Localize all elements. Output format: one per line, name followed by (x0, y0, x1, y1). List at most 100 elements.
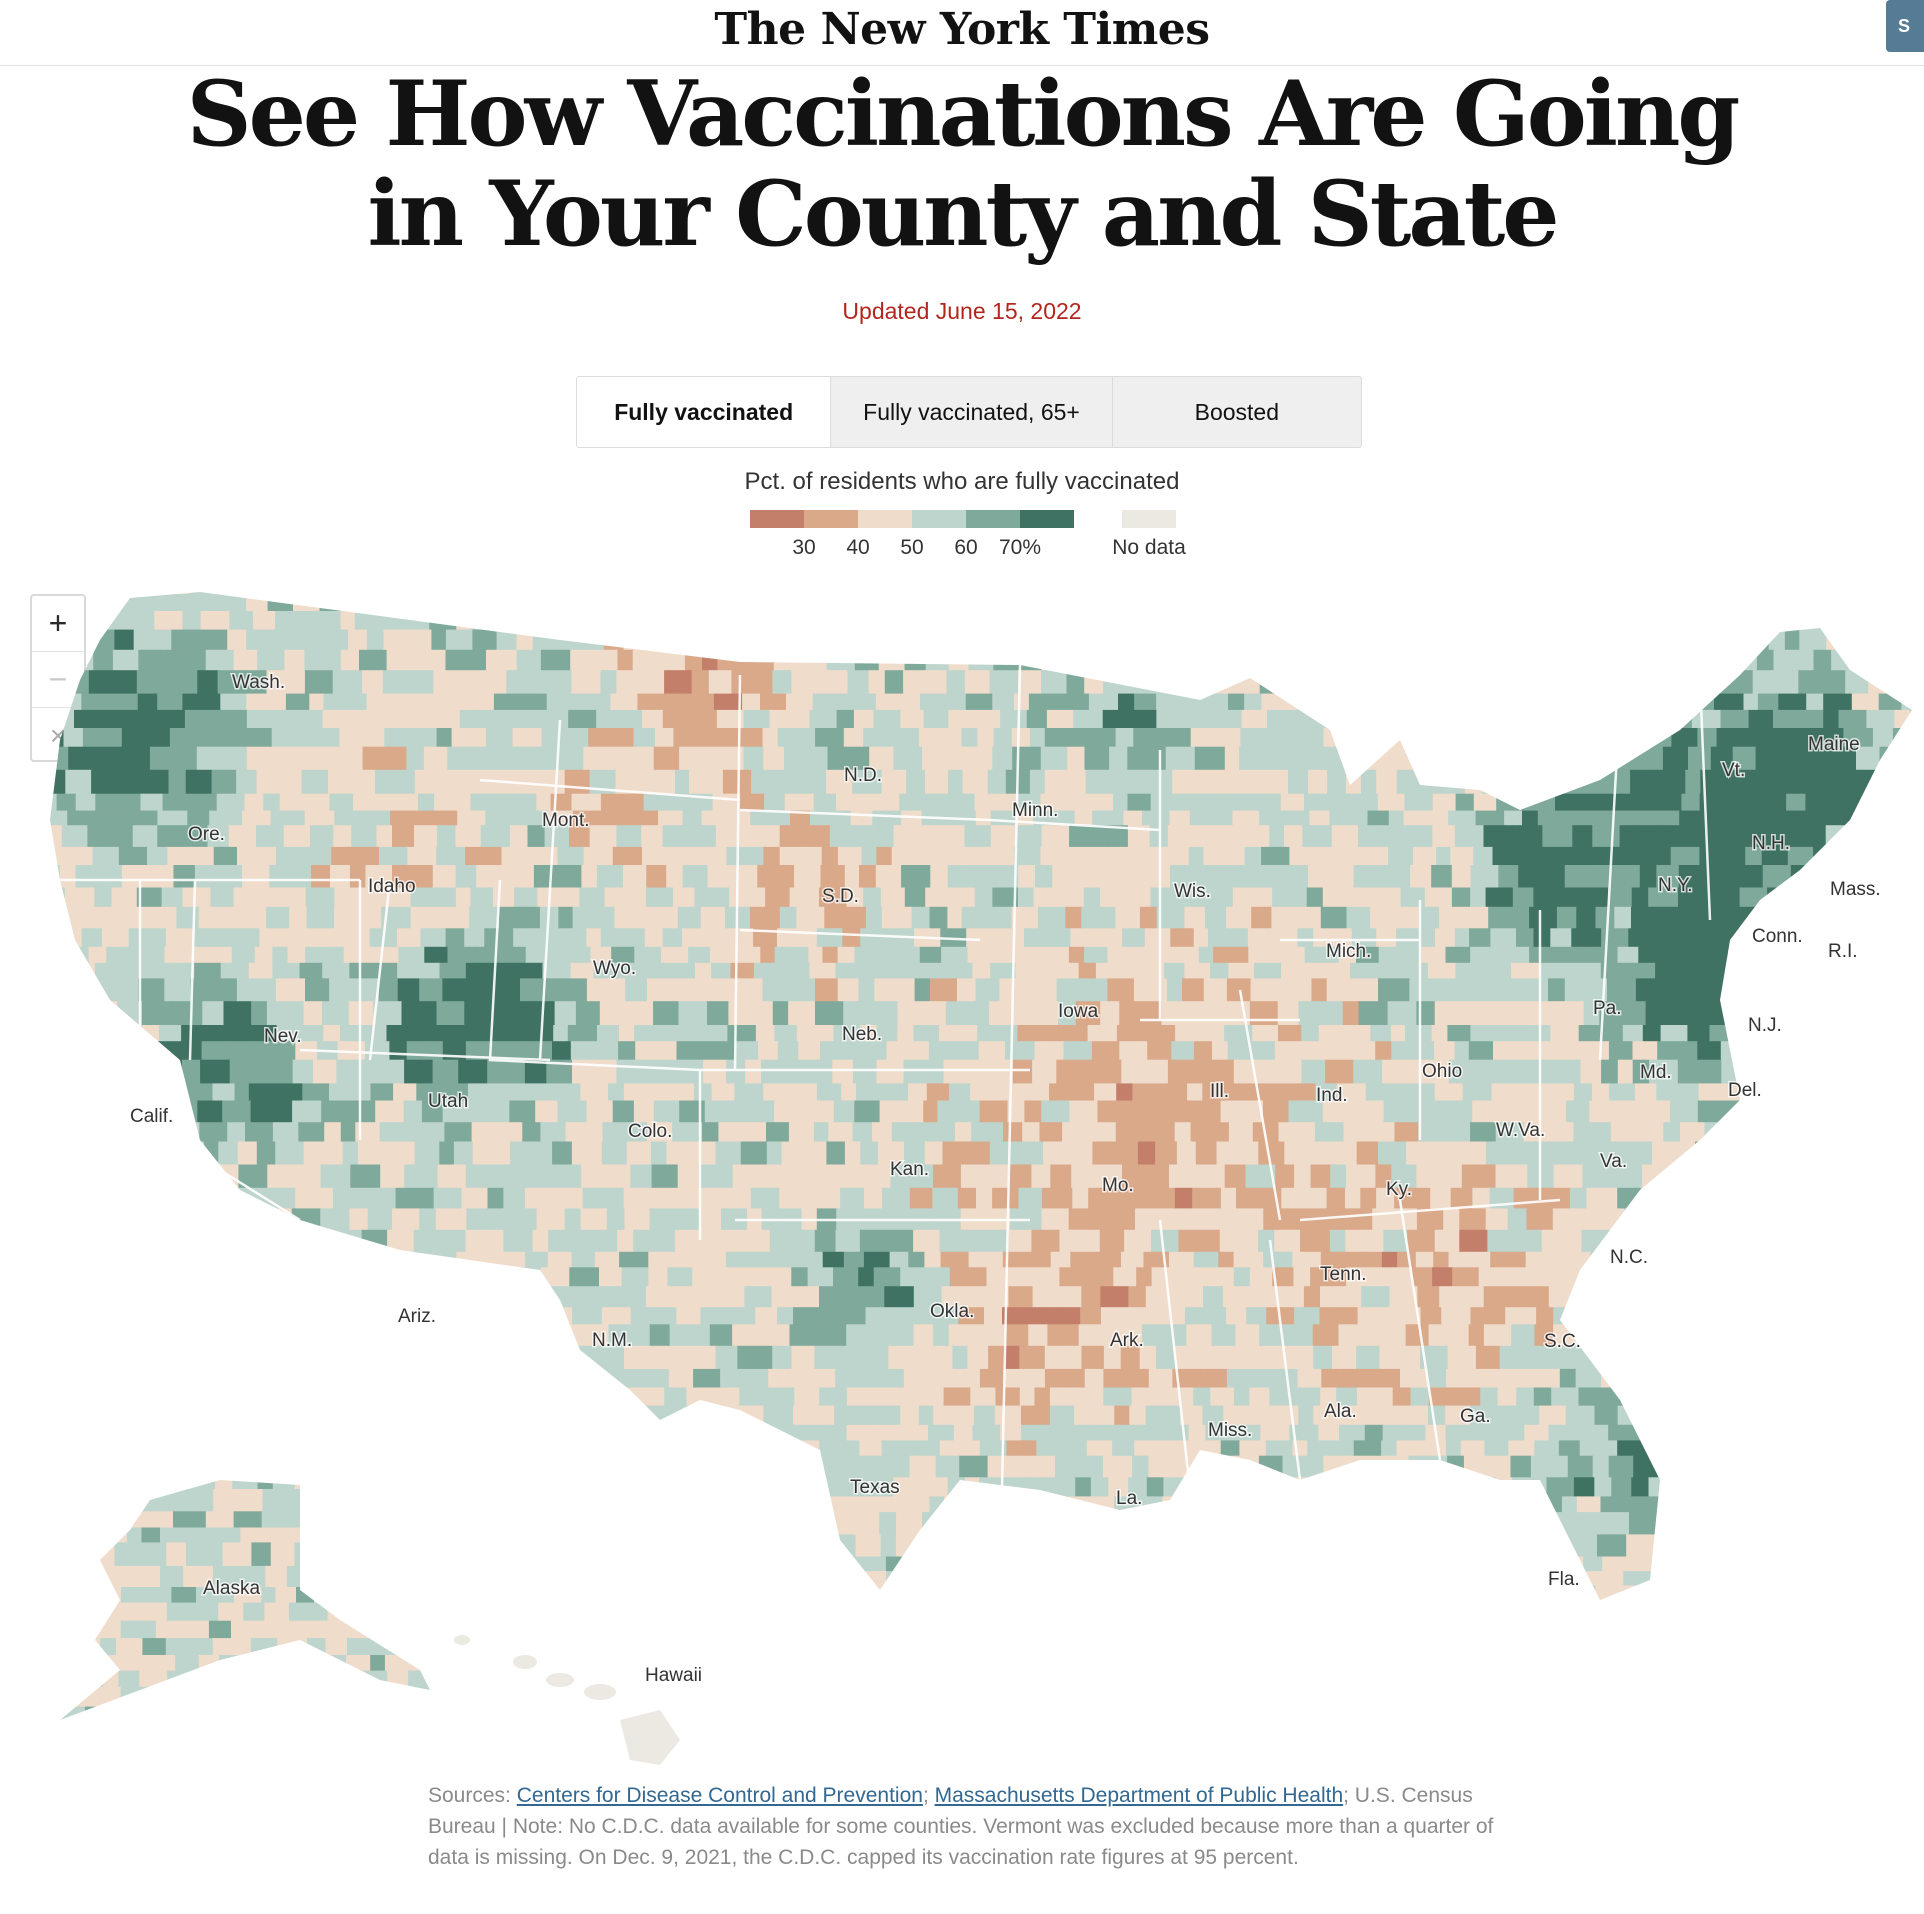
county-cell[interactable] (814, 1229, 837, 1253)
county-cell[interactable] (103, 611, 128, 631)
county-cell[interactable] (1767, 1496, 1798, 1513)
county-cell[interactable] (173, 1122, 200, 1143)
county-cell[interactable] (1496, 793, 1526, 812)
county-cell[interactable] (599, 1059, 618, 1084)
county-cell[interactable] (747, 594, 777, 612)
county-cell[interactable] (324, 1122, 342, 1143)
county-cell[interactable] (1063, 1041, 1093, 1061)
county-cell[interactable] (357, 1565, 373, 1588)
county-cell[interactable] (567, 1025, 598, 1042)
county-cell[interactable] (630, 1424, 657, 1441)
county-cell[interactable] (355, 1620, 372, 1639)
county-cell[interactable] (1736, 580, 1762, 595)
county-cell[interactable] (523, 1368, 546, 1389)
county-cell[interactable] (1610, 810, 1638, 826)
county-cell[interactable] (138, 1489, 161, 1512)
county-cell[interactable] (560, 580, 579, 595)
county-cell[interactable] (1464, 769, 1483, 795)
county-cell[interactable] (694, 1083, 713, 1102)
county-cell[interactable] (446, 1345, 467, 1370)
county-cell[interactable] (1752, 670, 1773, 695)
county-cell[interactable] (1228, 693, 1245, 711)
county-cell[interactable] (1086, 1440, 1113, 1457)
county-cell[interactable] (1282, 1455, 1298, 1478)
county-cell[interactable] (756, 1001, 774, 1026)
county-cell[interactable] (761, 1059, 782, 1084)
county-cell[interactable] (1034, 1041, 1065, 1061)
county-cell[interactable] (554, 746, 584, 771)
county-cell[interactable] (1462, 1083, 1493, 1102)
county-cell[interactable] (516, 649, 542, 671)
county-cell[interactable] (504, 865, 535, 889)
county-cell[interactable] (1913, 1557, 1924, 1572)
county-cell[interactable] (1569, 1187, 1588, 1209)
county-cell[interactable] (1297, 1455, 1324, 1478)
county-cell[interactable] (639, 810, 659, 826)
county-cell[interactable] (1669, 962, 1686, 980)
county-cell[interactable] (593, 580, 615, 595)
county-cell[interactable] (581, 1164, 610, 1189)
county-cell[interactable] (1478, 962, 1495, 980)
county-cell[interactable] (653, 1100, 680, 1123)
county-cell[interactable] (613, 1571, 639, 1587)
county-cell[interactable] (1176, 1440, 1207, 1457)
county-cell[interactable] (1741, 1534, 1764, 1558)
county-cell[interactable] (852, 746, 870, 771)
county-cell[interactable] (1063, 649, 1081, 671)
county-cell[interactable] (623, 793, 645, 812)
county-cell[interactable] (1915, 1041, 1924, 1060)
county-cell[interactable] (200, 611, 231, 631)
county-cell[interactable] (1054, 1556, 1084, 1572)
county-cell[interactable] (1479, 580, 1504, 595)
county-cell[interactable] (1754, 1585, 1784, 1605)
county-cell[interactable] (1161, 728, 1192, 748)
county-cell[interactable] (124, 1324, 146, 1347)
county-cell[interactable] (132, 1141, 157, 1166)
county-cell[interactable] (1631, 887, 1649, 908)
county-cell[interactable] (1120, 1100, 1139, 1123)
county-cell[interactable] (622, 1512, 642, 1536)
county-cell[interactable] (586, 1100, 614, 1123)
county-cell[interactable] (835, 1229, 861, 1253)
county-cell[interactable] (209, 810, 226, 826)
county-cell[interactable] (40, 1164, 56, 1189)
county-cell[interactable] (1341, 1556, 1372, 1572)
county-cell[interactable] (487, 746, 510, 771)
county-cell[interactable] (238, 1164, 268, 1189)
county-cell[interactable] (114, 1208, 140, 1231)
county-cell[interactable] (1820, 1001, 1849, 1026)
county-cell[interactable] (621, 611, 647, 631)
county-cell[interactable] (967, 865, 992, 889)
county-cell[interactable] (1714, 1208, 1735, 1231)
county-cell[interactable] (1895, 1585, 1924, 1605)
county-cell[interactable] (852, 1122, 873, 1143)
county-cell[interactable] (1651, 1585, 1672, 1605)
county-cell[interactable] (1745, 1324, 1764, 1347)
county-cell[interactable] (1748, 865, 1764, 889)
county-cell[interactable] (606, 1345, 625, 1370)
county-cell[interactable] (1448, 1251, 1470, 1268)
county-cell[interactable] (301, 1307, 317, 1325)
county-cell[interactable] (378, 946, 399, 964)
county-cell[interactable] (1156, 906, 1186, 929)
county-cell[interactable] (270, 1187, 296, 1209)
county-cell[interactable] (190, 793, 218, 812)
county-cell[interactable] (104, 865, 123, 889)
county-cell[interactable] (531, 928, 553, 948)
county-cell[interactable] (1690, 1556, 1721, 1572)
county-cell[interactable] (755, 1307, 778, 1325)
county-cell[interactable] (1361, 1534, 1385, 1558)
county-cell[interactable] (40, 1477, 65, 1497)
county-cell[interactable] (1330, 1164, 1347, 1189)
county-cell[interactable] (182, 1059, 201, 1084)
county-cell[interactable] (464, 1001, 494, 1026)
county-cell[interactable] (1187, 1286, 1204, 1308)
county-cell[interactable] (494, 1122, 523, 1143)
county-cell[interactable] (426, 1041, 444, 1061)
county-cell[interactable] (1405, 580, 1421, 595)
county-cell[interactable] (180, 1620, 210, 1639)
county-cell[interactable] (198, 1475, 216, 1490)
county-cell[interactable] (896, 1512, 923, 1536)
county-cell[interactable] (617, 1229, 634, 1253)
county-cell[interactable] (1500, 978, 1522, 1002)
